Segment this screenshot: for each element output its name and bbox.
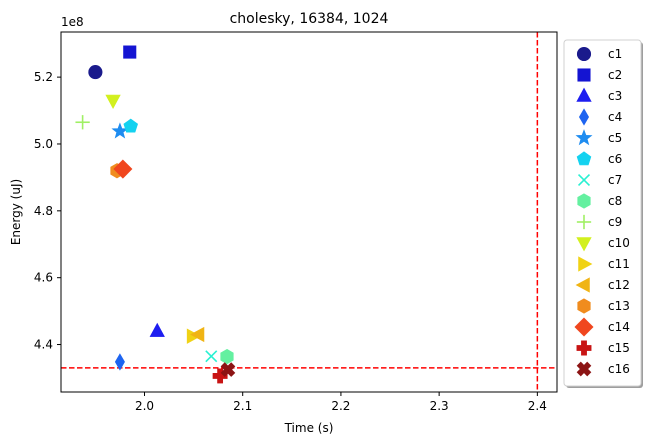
legend-label: c15 [608, 341, 630, 355]
legend-item-c4: c4 [578, 108, 622, 126]
legend-marker [576, 237, 592, 252]
data-point-c14 [113, 159, 133, 179]
data-point-c9 [75, 115, 90, 130]
y-tick-label: 4.8 [34, 204, 53, 218]
legend-item-c1: c1 [576, 46, 622, 62]
legend-marker [577, 298, 591, 314]
legend-label: c5 [608, 131, 622, 145]
data-point-c6 [123, 118, 139, 133]
legend-item-c15: c15 [576, 340, 630, 356]
y-tick-label: 4.6 [34, 271, 53, 285]
x-tick-label: 2.3 [430, 399, 449, 413]
x-axis-label: Time (s) [284, 421, 334, 435]
legend-label: c7 [608, 173, 622, 187]
legend-marker [576, 214, 592, 230]
legend-marker [576, 151, 592, 166]
data-point-c8 [220, 348, 234, 365]
legend-label: c1 [608, 47, 622, 61]
legend-label: c8 [608, 194, 622, 208]
legend-item-c8: c8 [577, 193, 622, 209]
legend-item-c12: c12 [575, 277, 630, 293]
legend-box [563, 39, 642, 387]
data-point-c4 [114, 353, 125, 371]
data-point-c2 [123, 45, 137, 59]
legend-marker [576, 46, 592, 62]
legend-item-c3: c3 [576, 87, 622, 103]
legend-item-c2: c2 [577, 68, 622, 82]
legend-label: c4 [608, 110, 622, 124]
legend-label: c14 [608, 320, 630, 334]
x-tick-label: 2.4 [528, 399, 547, 413]
legend-item-c7: c7 [577, 173, 622, 187]
legend-marker [575, 277, 590, 293]
legend-label: c9 [608, 215, 622, 229]
data-point-c1 [88, 65, 103, 80]
chart-title: cholesky, 16384, 1024 [230, 11, 389, 27]
legend: c1 c2 c3 c4 c5 c6 c7 c8 c9 c10 c11 c12 c13 c14 c15 c16 [563, 39, 643, 388]
x-tick-label: 2.1 [233, 399, 252, 413]
legend-marker [577, 173, 591, 187]
legend-marker [576, 361, 592, 377]
legend-label: c2 [608, 68, 622, 82]
legend-item-c6: c6 [576, 151, 622, 166]
legend-item-c10: c10 [576, 236, 630, 252]
legend-label: c11 [608, 257, 630, 271]
legend-marker [578, 256, 593, 272]
data-point-c7 [205, 350, 218, 363]
legend-label: c13 [608, 299, 630, 313]
data-point-c3 [149, 322, 165, 337]
legend-item-c9: c9 [576, 214, 622, 230]
legend-marker [578, 108, 590, 126]
legend-marker [576, 340, 592, 356]
legend-item-c14: c14 [574, 317, 630, 337]
legend-marker [574, 317, 594, 337]
data-point-c10 [105, 94, 121, 109]
data-point-c16 [220, 362, 236, 377]
legend-label: c12 [608, 278, 630, 292]
y-axis-label: Energy (uJ) [9, 179, 23, 245]
plot-area [60, 31, 558, 393]
legend-label: c3 [608, 89, 622, 103]
legend-marker [577, 193, 591, 209]
legend-label: c10 [608, 236, 630, 250]
legend-label: c16 [608, 362, 630, 376]
legend-marker [577, 68, 591, 82]
y-tick-label: 5.2 [34, 70, 53, 84]
data-point-c12 [190, 326, 205, 343]
legend-item-c5: c5 [575, 129, 622, 146]
x-tick-label: 2.2 [331, 399, 350, 413]
y-tick-label: 5.0 [34, 137, 53, 151]
legend-marker [576, 87, 592, 102]
legend-item-c11: c11 [578, 256, 630, 272]
legend-marker [575, 129, 593, 146]
legend-item-c13: c13 [577, 298, 630, 314]
y-axis-offset-label: 1e8 [61, 15, 84, 29]
legend-item-c16: c16 [576, 361, 630, 377]
x-tick-label: 2.0 [135, 399, 154, 413]
legend-label: c6 [608, 152, 622, 166]
y-tick-label: 4.4 [34, 338, 53, 352]
